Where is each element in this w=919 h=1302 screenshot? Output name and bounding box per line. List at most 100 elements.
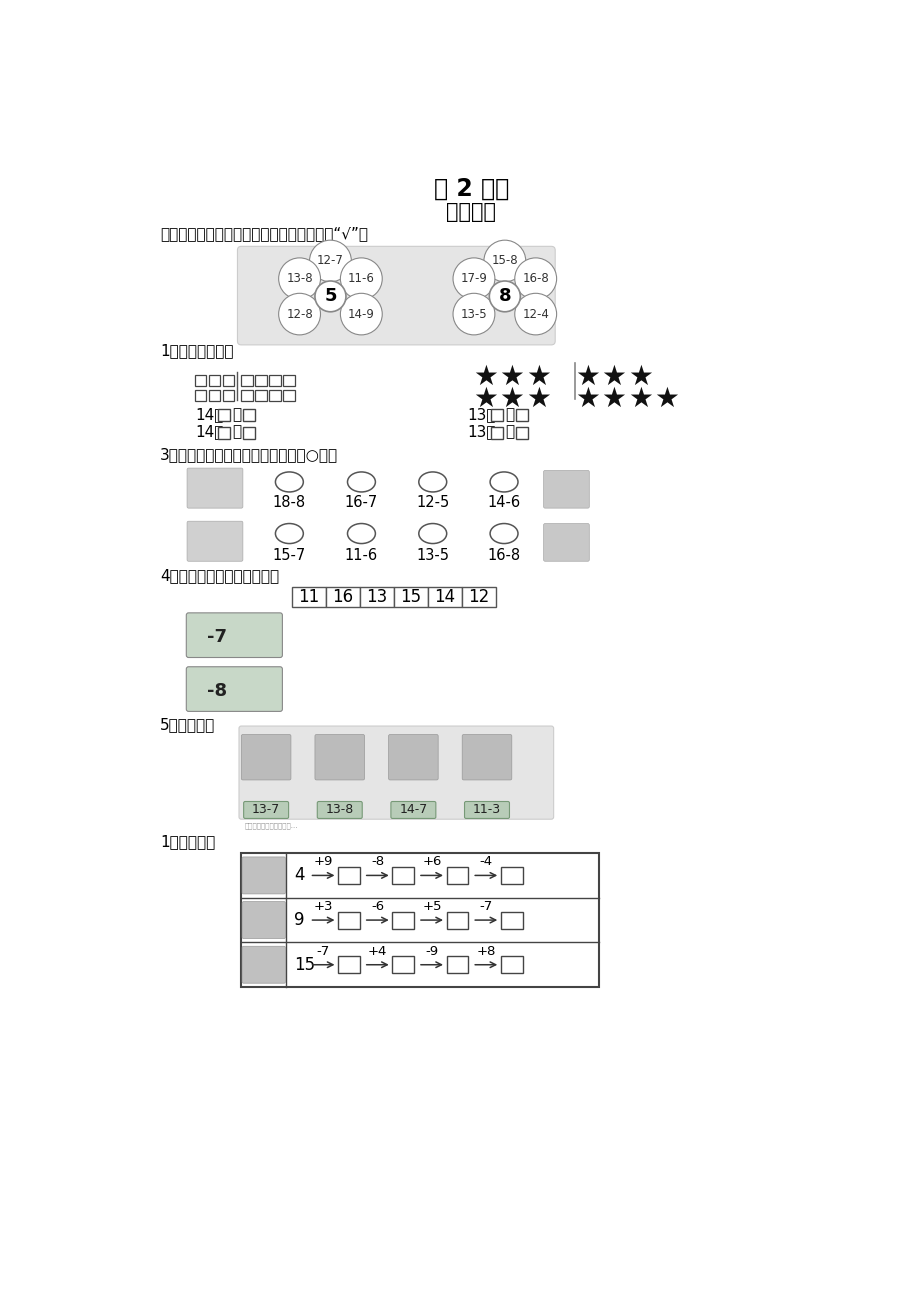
Text: ★: ★ [601,363,626,391]
Text: 12-8: 12-8 [286,307,312,320]
Text: +3: +3 [313,900,333,913]
Circle shape [452,293,494,335]
Text: ★: ★ [574,385,599,413]
FancyBboxPatch shape [186,667,282,711]
FancyBboxPatch shape [338,911,359,928]
FancyBboxPatch shape [427,587,461,608]
Text: 16: 16 [332,589,353,607]
Text: ★: ★ [472,363,497,391]
Text: 14-9: 14-9 [347,307,374,320]
Text: ★: ★ [574,363,599,391]
FancyBboxPatch shape [317,802,362,819]
Text: 5: 5 [323,288,336,306]
Ellipse shape [418,523,447,543]
FancyBboxPatch shape [516,409,528,421]
FancyBboxPatch shape [209,375,221,387]
Text: 12-7: 12-7 [317,254,344,267]
FancyBboxPatch shape [543,523,589,561]
Circle shape [340,258,381,299]
Ellipse shape [490,523,517,543]
FancyBboxPatch shape [237,246,554,345]
FancyBboxPatch shape [241,853,598,987]
Text: 3、看谁先到家，把得数写在上面的○里。: 3、看谁先到家，把得数写在上面的○里。 [160,448,337,462]
Text: 13－: 13－ [467,406,495,422]
Text: -7: -7 [479,900,493,913]
Text: +9: +9 [313,855,333,868]
Text: 13-8: 13-8 [286,272,312,285]
Text: 如需付费领取资料请联系...: 如需付费领取资料请联系... [244,823,298,829]
Text: 5、小动物们: 5、小动物们 [160,717,215,732]
Text: ★: ★ [499,385,524,413]
Text: 13-7: 13-7 [252,803,280,815]
Text: 18-8: 18-8 [273,495,306,510]
Ellipse shape [347,523,375,543]
FancyBboxPatch shape [491,409,503,421]
Text: 13-5: 13-5 [460,307,487,320]
FancyBboxPatch shape [241,734,290,780]
Ellipse shape [347,471,375,492]
FancyBboxPatch shape [241,375,253,387]
FancyBboxPatch shape [325,587,359,608]
Circle shape [483,240,525,281]
FancyBboxPatch shape [283,375,294,387]
Text: 13-8: 13-8 [325,803,354,815]
Text: 1、看图写算式。: 1、看图写算式。 [160,344,233,358]
FancyBboxPatch shape [283,389,294,401]
FancyBboxPatch shape [239,727,553,819]
Text: -9: -9 [425,945,438,958]
Ellipse shape [490,471,517,492]
FancyBboxPatch shape [187,469,243,508]
Text: ★: ★ [472,385,497,413]
FancyBboxPatch shape [516,427,528,439]
Text: 14-7: 14-7 [399,803,427,815]
Circle shape [515,293,556,335]
Text: 15: 15 [400,589,421,607]
FancyBboxPatch shape [338,956,359,973]
Text: 15: 15 [294,956,315,974]
FancyBboxPatch shape [291,587,325,608]
Text: +4: +4 [368,945,387,958]
FancyBboxPatch shape [392,867,414,884]
FancyBboxPatch shape [464,802,509,819]
FancyBboxPatch shape [491,427,503,439]
FancyBboxPatch shape [461,734,511,780]
Circle shape [515,258,556,299]
Text: -7: -7 [207,628,227,646]
Text: ★: ★ [628,363,652,391]
Text: 13: 13 [366,589,387,607]
Ellipse shape [418,471,447,492]
Text: -4: -4 [479,855,493,868]
Text: ＝: ＝ [505,406,514,422]
Text: 4: 4 [294,866,304,884]
Ellipse shape [275,523,303,543]
FancyBboxPatch shape [243,427,255,439]
FancyBboxPatch shape [447,867,468,884]
Text: 16-7: 16-7 [345,495,378,510]
FancyBboxPatch shape [243,409,255,421]
Text: ＝: ＝ [505,424,514,439]
Text: ★: ★ [499,363,524,391]
FancyBboxPatch shape [242,857,285,894]
Circle shape [278,293,320,335]
FancyBboxPatch shape [501,956,522,973]
Text: -6: -6 [370,900,384,913]
FancyBboxPatch shape [241,389,253,401]
FancyBboxPatch shape [218,409,231,421]
Text: 15-7: 15-7 [272,548,306,562]
Text: 16-8: 16-8 [487,548,520,562]
Text: 11-6: 11-6 [345,548,378,562]
Text: 十几减几: 十几减几 [446,202,496,221]
FancyBboxPatch shape [388,734,437,780]
Text: 第 2 课时: 第 2 课时 [434,177,508,201]
FancyBboxPatch shape [393,587,427,608]
FancyBboxPatch shape [187,521,243,561]
Text: ★: ★ [653,385,678,413]
Text: 11-6: 11-6 [347,272,374,285]
FancyBboxPatch shape [186,613,282,658]
Circle shape [278,258,320,299]
Text: 13－: 13－ [467,424,495,439]
Text: +8: +8 [476,945,495,958]
FancyBboxPatch shape [209,389,221,401]
FancyBboxPatch shape [195,375,206,387]
FancyBboxPatch shape [501,911,522,928]
